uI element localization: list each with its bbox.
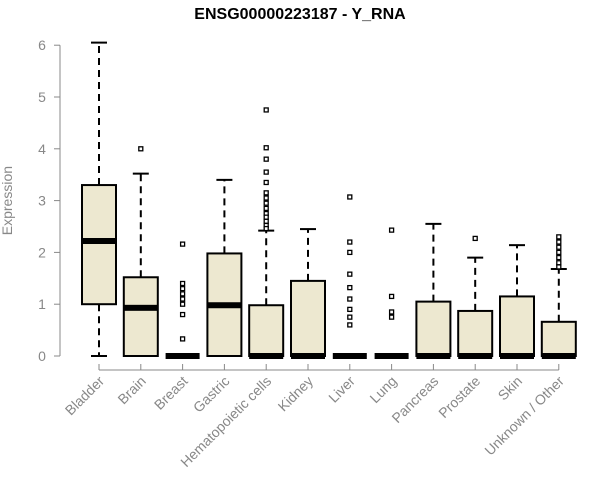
outlier-point: [556, 264, 562, 270]
x-tick-label: Kidney: [275, 373, 317, 415]
box: [290, 279, 326, 358]
outlier-point: [179, 296, 186, 302]
box: [499, 295, 535, 357]
outlier-point: [472, 235, 478, 242]
outlier-point: [263, 200, 269, 206]
median-line: [207, 302, 242, 309]
box-group: [81, 41, 117, 370]
outlier-point: [347, 306, 353, 313]
y-axis-label: Expression: [0, 166, 15, 235]
outlier-point: [388, 314, 395, 320]
outlier-point: [179, 336, 186, 342]
outlier-point: [347, 239, 353, 245]
y-tick-label: 4: [38, 141, 46, 157]
median-line: [416, 353, 451, 359]
outlier-point: [347, 194, 353, 200]
chart-title: ENSG00000223187 - Y_RNA: [194, 6, 406, 23]
outlier-point: [138, 146, 144, 152]
box-group: [499, 244, 535, 370]
outlier-point: [263, 195, 269, 201]
box-group: [122, 146, 159, 370]
box: [248, 304, 285, 357]
box-group: [415, 222, 452, 370]
box-group: [290, 228, 326, 370]
box-group: [165, 241, 200, 370]
box-group: [332, 194, 367, 370]
box-group: [206, 178, 243, 370]
y-tick-label: 1: [38, 296, 46, 312]
outlier-point: [179, 301, 186, 307]
outlier-point: [347, 314, 353, 320]
x-tick-label: Liver: [325, 373, 358, 406]
x-tick-label: Skin: [495, 373, 526, 404]
median-line: [291, 353, 325, 359]
outlier-point: [263, 205, 269, 212]
outlier-point: [179, 241, 186, 247]
median-line: [165, 353, 200, 359]
box: [415, 300, 452, 357]
median-line: [332, 353, 367, 359]
outlier-point: [263, 218, 269, 224]
x-tick-label: Bladder: [62, 373, 108, 419]
box: [540, 320, 577, 358]
outlier-point: [347, 322, 353, 328]
outlier-point: [556, 239, 562, 245]
box: [122, 276, 159, 358]
outlier-point: [179, 280, 186, 287]
box-group: [457, 235, 494, 370]
median-line: [82, 238, 116, 245]
outlier-point: [263, 190, 269, 196]
outlier-point: [263, 214, 269, 220]
outlier-point: [347, 284, 353, 291]
x-tick-label: Lung: [366, 373, 399, 406]
median-line: [123, 304, 158, 311]
y-tick-label: 2: [38, 244, 46, 260]
outlier-point: [263, 225, 269, 232]
box: [81, 184, 117, 306]
outlier-point: [388, 309, 395, 315]
box: [457, 309, 494, 357]
outlier-point: [556, 249, 562, 256]
outlier-point: [556, 260, 562, 266]
outlier-point: [347, 296, 353, 302]
x-tick-label: Prostate: [435, 373, 483, 421]
outlier-point: [347, 271, 353, 277]
box-group: [540, 234, 577, 370]
x-tick-label: Breast: [151, 373, 191, 413]
y-tick-label: 6: [38, 37, 46, 53]
outlier-point: [556, 244, 562, 250]
x-tick-label: Unknown / Other: [481, 373, 567, 459]
outlier-point: [263, 179, 269, 186]
y-axis: 0 1 2 3 4 5 6: [38, 37, 61, 364]
outlier-point: [388, 227, 395, 233]
median-line: [458, 353, 493, 359]
x-tick-label: Brain: [114, 373, 148, 407]
median-line: [374, 353, 409, 359]
y-tick-label: 3: [38, 193, 46, 209]
outlier-point: [179, 291, 186, 297]
median-line: [249, 353, 284, 359]
outlier-point: [263, 156, 269, 162]
outlier-point: [263, 107, 269, 113]
median-line: [500, 353, 534, 359]
outlier-point: [179, 286, 186, 292]
outlier-point: [556, 234, 562, 240]
outlier-point: [263, 145, 269, 151]
box-group: [248, 107, 285, 370]
median-line: [541, 353, 576, 359]
y-tick-label: 5: [38, 89, 46, 105]
y-tick-label: 0: [38, 348, 46, 364]
outlier-point: [179, 311, 186, 318]
outlier-point: [263, 169, 269, 175]
box-group: [374, 227, 409, 370]
outlier-point: [556, 254, 562, 261]
outlier-point: [388, 293, 395, 300]
outlier-point: [347, 249, 353, 256]
